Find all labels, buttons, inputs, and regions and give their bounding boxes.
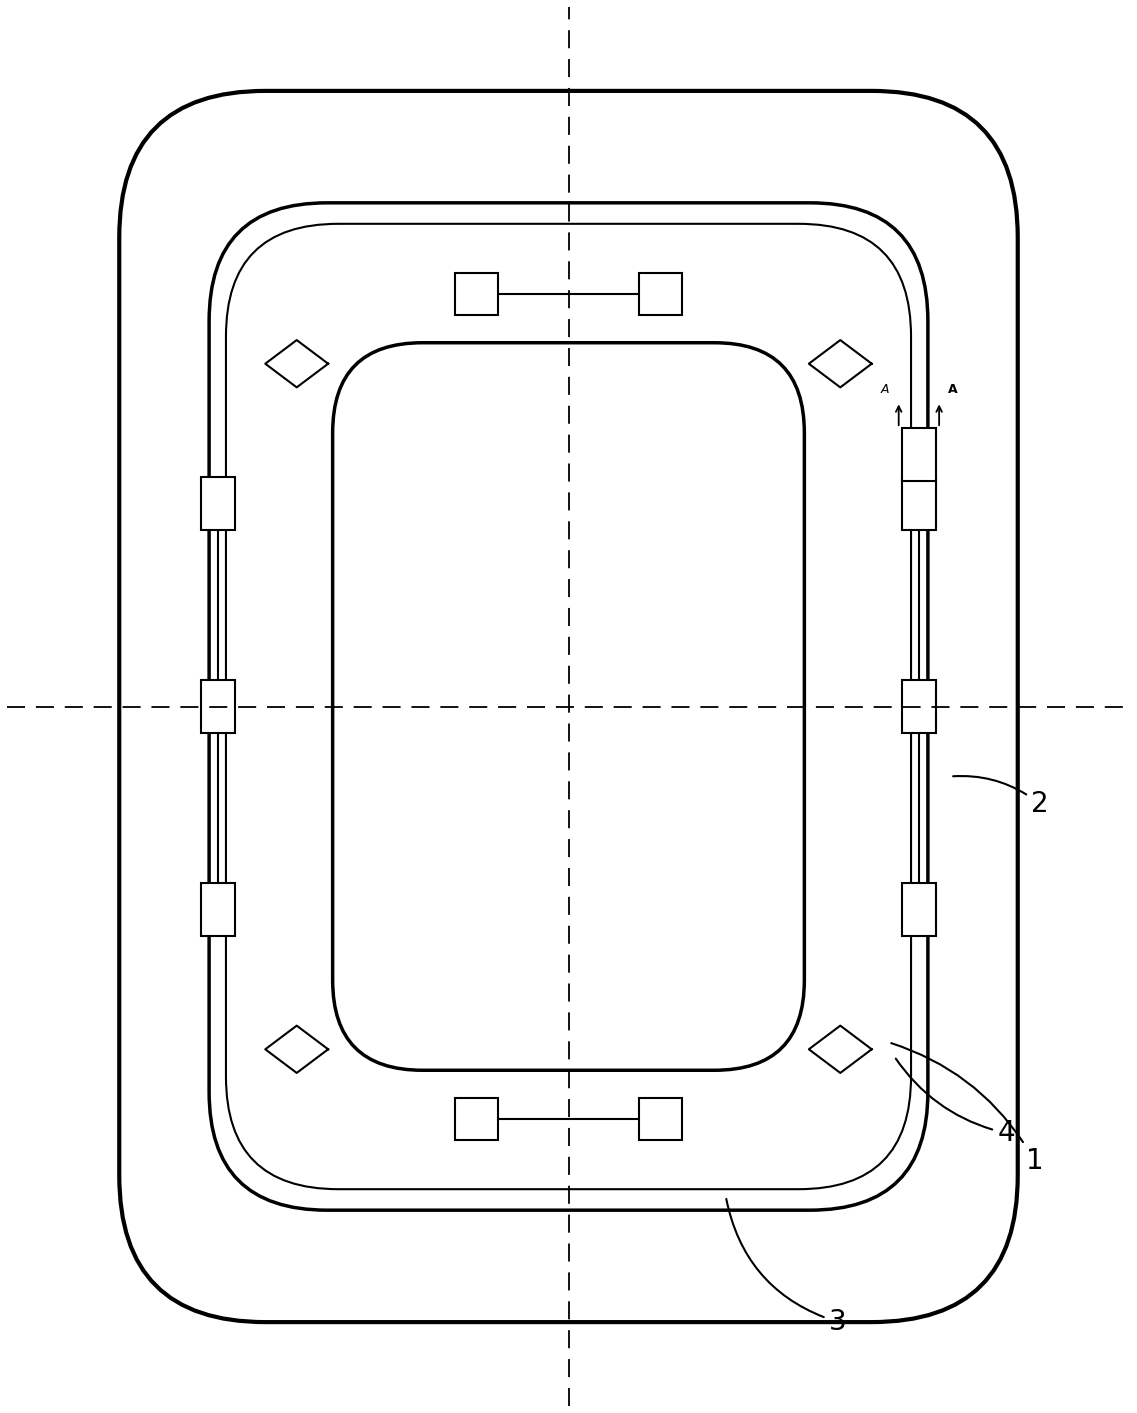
FancyBboxPatch shape	[209, 203, 928, 1210]
Bar	[455, 273, 498, 315]
Text: A: A	[948, 383, 957, 396]
Polygon shape	[808, 1026, 872, 1072]
Text: 2: 2	[953, 776, 1049, 818]
Bar	[902, 680, 936, 733]
Bar	[902, 428, 936, 482]
FancyBboxPatch shape	[119, 90, 1018, 1323]
Bar	[201, 680, 235, 733]
Text: 4: 4	[896, 1058, 1015, 1147]
Bar	[455, 1098, 498, 1140]
Text: 1: 1	[891, 1043, 1044, 1176]
FancyBboxPatch shape	[226, 223, 911, 1190]
Bar	[902, 883, 936, 935]
Bar	[201, 478, 235, 530]
Polygon shape	[265, 1026, 329, 1072]
Text: A: A	[881, 383, 889, 396]
Bar	[639, 1098, 682, 1140]
Bar	[201, 883, 235, 935]
Bar	[639, 273, 682, 315]
Polygon shape	[265, 341, 329, 387]
Bar	[902, 478, 936, 530]
Polygon shape	[808, 341, 872, 387]
Text: 3: 3	[727, 1198, 847, 1337]
FancyBboxPatch shape	[333, 343, 804, 1070]
